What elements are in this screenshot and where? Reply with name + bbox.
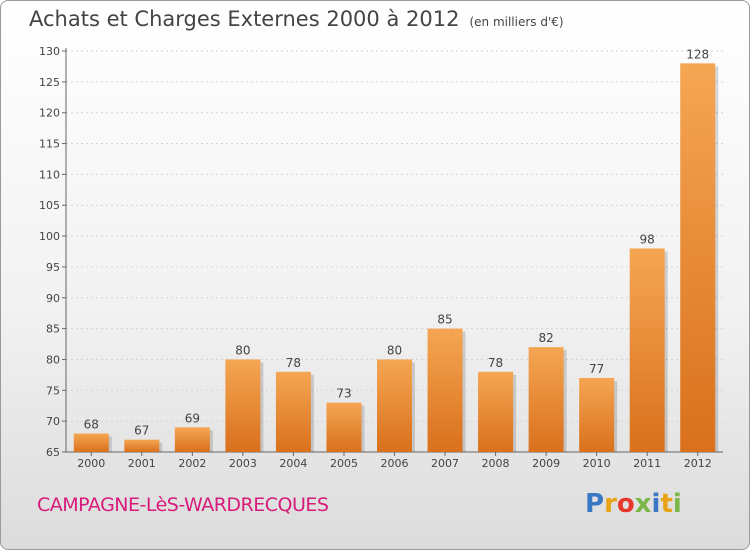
axis-layer: 65 70 75 80 85 90 95 100 105 110 115 120 125 130 2000 2… bbox=[39, 45, 723, 470]
x-tick-label: 2004 bbox=[279, 457, 307, 470]
bar-value-label: 67 bbox=[134, 424, 149, 438]
y-tick-label: 75 bbox=[46, 384, 60, 397]
bar-2012 bbox=[680, 63, 716, 452]
bar-2003 bbox=[225, 359, 261, 452]
title-text: Achats et Charges Externes 2000 à 2012 bbox=[29, 7, 460, 31]
x-tick-label: 2005 bbox=[330, 457, 358, 470]
bar-value-label: 82 bbox=[538, 331, 553, 345]
bar-layer bbox=[73, 63, 719, 452]
x-tick-label: 2007 bbox=[431, 457, 459, 470]
logo-letter: P bbox=[585, 489, 605, 519]
bar-2002 bbox=[174, 427, 210, 452]
bar-value-label: 80 bbox=[387, 343, 402, 357]
y-tick-label: 130 bbox=[39, 45, 60, 58]
bar-value-label: 78 bbox=[286, 356, 301, 370]
y-tick-label: 125 bbox=[39, 76, 60, 89]
bar-value-label: 68 bbox=[84, 417, 99, 431]
x-tick-label: 2008 bbox=[482, 457, 510, 470]
x-tick-label: 2002 bbox=[178, 457, 206, 470]
y-tick-label: 85 bbox=[46, 323, 60, 336]
x-tick-label: 2006 bbox=[381, 457, 409, 470]
y-tick-label: 65 bbox=[46, 446, 60, 459]
bar-2011 bbox=[629, 248, 665, 452]
y-tick-label: 80 bbox=[46, 353, 60, 366]
bar-2001 bbox=[124, 439, 160, 452]
logo-letter: o bbox=[616, 489, 635, 519]
x-tick-label: 2000 bbox=[77, 457, 105, 470]
logo-letter: i bbox=[651, 489, 661, 519]
chart-title: Achats et Charges Externes 2000 à 2012 (e… bbox=[29, 7, 564, 31]
bar-2005 bbox=[326, 402, 362, 452]
proxiti-logo: Proxiti bbox=[585, 489, 682, 519]
bar-value-label: 69 bbox=[185, 411, 200, 425]
bar-2009 bbox=[528, 347, 564, 452]
x-tick-label: 2010 bbox=[583, 457, 611, 470]
bar-value-label: 77 bbox=[589, 362, 604, 376]
y-tick-label: 70 bbox=[46, 415, 60, 428]
bar-value-label: 128 bbox=[686, 47, 709, 61]
logo-letter: i bbox=[672, 489, 682, 519]
logo-letter: r bbox=[604, 489, 617, 519]
bar-value-label: 73 bbox=[336, 387, 351, 401]
y-tick-label: 120 bbox=[39, 107, 60, 120]
x-tick-label: 2003 bbox=[229, 457, 257, 470]
bar-value-label: 78 bbox=[488, 356, 503, 370]
y-tick-label: 115 bbox=[39, 138, 60, 151]
place-name: CAMPAGNE-LèS-WARDRECQUES bbox=[37, 494, 329, 516]
bar-2006 bbox=[377, 359, 412, 452]
y-tick-label: 90 bbox=[46, 292, 60, 305]
bar-2000 bbox=[73, 433, 109, 452]
bar-value-label: 85 bbox=[437, 313, 452, 327]
y-tick-label: 100 bbox=[39, 230, 60, 243]
bar-2007 bbox=[427, 328, 463, 452]
bar-2010 bbox=[579, 377, 615, 452]
label-layer: 68 67 69 80 78 73 80 85 78 82 77 98 128 bbox=[84, 47, 710, 437]
x-tick-label: 2009 bbox=[532, 457, 560, 470]
bar-value-label: 98 bbox=[640, 232, 655, 246]
x-tick-label: 2001 bbox=[128, 457, 156, 470]
title-unit: (en milliers d'€) bbox=[469, 15, 564, 29]
x-tick-label: 2011 bbox=[633, 457, 661, 470]
y-tick-label: 110 bbox=[39, 168, 60, 181]
logo-letter: t bbox=[660, 489, 673, 519]
x-tick-label: 2012 bbox=[684, 457, 712, 470]
bar-2004 bbox=[275, 371, 311, 452]
logo-letter: x bbox=[634, 489, 652, 519]
bar-2008 bbox=[478, 371, 514, 452]
y-tick-label: 105 bbox=[39, 199, 60, 212]
y-tick-label: 95 bbox=[46, 261, 60, 274]
bar-value-label: 80 bbox=[235, 343, 250, 357]
